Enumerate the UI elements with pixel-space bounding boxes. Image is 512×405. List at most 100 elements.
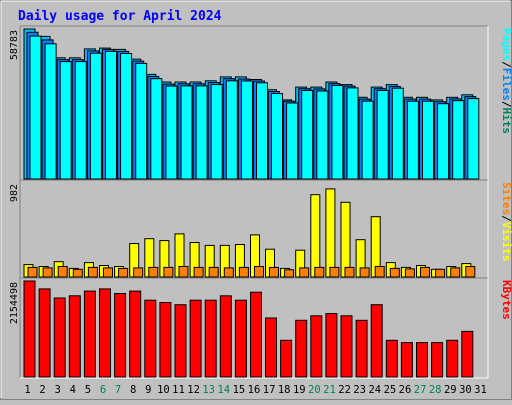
legend-kbytes: KBytes [500,280,512,320]
x-label-day-27: 27 [414,384,427,396]
x-label-day-11: 11 [172,384,185,396]
series-sites [27,266,476,278]
x-label-day-19: 19 [293,384,306,396]
pages-bar-day-10 [165,85,178,180]
x-label-day-7: 7 [115,384,121,396]
sites-bar-day-27 [420,266,430,278]
sites-bar-day-22 [344,266,355,278]
kbytes-bar-day-9 [144,299,157,378]
pages-bar-day-5 [89,52,102,180]
kbytes-bar-day-8 [129,290,142,378]
x-label-day-25: 25 [384,384,397,396]
x-label-day-5: 5 [85,384,91,396]
pages-bar-day-3 [59,61,72,180]
visits-bar-day-21 [325,188,336,278]
sites-bar-day-20 [314,266,325,278]
kbytes-bar-day-26 [400,342,413,378]
sites-bar-day-23 [359,267,370,278]
pages-bar-day-29 [452,100,465,180]
kbytes-bar-day-3 [53,297,66,378]
x-label-day-29: 29 [444,384,457,396]
kbytes-bar-day-19 [295,319,308,378]
pages-bar-day-30 [467,98,480,180]
pages-bar-day-26 [406,100,419,180]
kbytes-bar-day-29 [446,339,459,378]
sites-bar-day-18 [284,269,295,278]
sites-bar-day-19 [299,267,310,278]
kbytes-bar-day-16 [250,291,262,378]
sites-bar-day-12 [193,266,204,278]
kbytes-bar-day-2 [38,288,51,378]
pages-bar-day-15 [240,80,253,180]
sites-bar-day-10 [163,266,174,278]
sites-bar-day-21 [329,266,340,278]
x-label-day-12: 12 [187,384,200,396]
x-label-day-26: 26 [399,384,412,396]
pages-bar-day-14 [225,80,238,180]
sites-bar-day-6 [103,267,113,278]
kbytes-bar-day-21 [325,313,338,378]
sites-bar-day-13 [208,266,219,278]
sites-bar-day-29 [450,267,461,278]
x-label-day-24: 24 [368,384,381,396]
pages-bar-day-22 [346,87,359,180]
kbytes-bar-day-15 [234,299,247,378]
x-label-day-18: 18 [278,384,291,396]
pages-bar-day-12 [195,85,208,180]
chart-title: Daily usage for April 2024 [18,9,222,24]
x-label-day-22: 22 [338,384,351,396]
x-label-day-14: 14 [217,384,230,396]
visits-bar-day-20 [310,194,321,278]
pages-bar-day-28 [437,103,450,180]
kbytes-bar-day-6 [99,288,111,378]
x-label-day-30: 30 [459,384,472,396]
pages-bar-day-9 [150,78,163,180]
kbytes-panel: 2154498 KBytes [9,277,512,379]
pages-bar-day-7 [120,53,133,180]
sites-bar-day-28 [435,268,446,278]
sites-bar-day-16 [254,266,264,278]
sites-bar-day-17 [269,266,279,278]
pages-bar-day-2 [44,43,57,180]
legend-sites: Sites [500,182,512,215]
kbytes-bar-day-10 [159,302,172,378]
legend-separator: / [500,101,512,108]
kbytes-panel-max-label: 2154498 [9,282,20,324]
kbytes-bar-day-30 [461,330,474,378]
kbytes-panel-legend: KBytes [500,280,512,320]
kbytes-bar-day-24 [370,304,383,378]
x-label-day-4: 4 [70,384,76,396]
x-label-day-23: 23 [353,384,366,396]
kbytes-bar-day-1 [23,280,36,378]
kbytes-bar-day-17 [265,317,277,378]
sites-bar-day-2 [42,267,53,278]
pages-bar-day-16 [256,82,268,180]
sites-bar-day-7 [118,267,129,278]
x-label-day-8: 8 [130,384,136,396]
sites-bar-day-5 [87,266,98,278]
x-label-day-21: 21 [323,384,336,396]
pages-bar-day-13 [210,84,223,180]
kbytes-bar-day-20 [310,315,323,378]
visits-sites-panel-legend-text: Sites/Visits [500,182,512,262]
kbytes-bar-day-11 [174,304,187,378]
pages-bar-day-18 [286,102,299,180]
x-axis-labels: 1 2 3 4 5 6 7 8 9 10 11 12 13 14 15 16 17 18 19 20 21 22 23 24 2… [24,384,486,396]
kbytes-bar-day-25 [385,339,398,378]
x-label-day-31: 31 [474,384,487,396]
visits-sites-panel-legend: Sites/Visits [500,182,512,262]
x-label-day-28: 28 [429,384,442,396]
hits-files-pages-panel-legend-text: Pages/Files/Hits [500,28,512,134]
pages-bar-day-19 [301,90,314,180]
x-label-day-15: 15 [233,384,246,396]
sites-bar-day-9 [148,266,159,278]
x-label-day-6: 6 [100,384,106,396]
pages-bar-day-6 [105,50,117,180]
pages-bar-day-8 [135,62,148,180]
legend-pages: Pages [500,28,512,61]
pages-bar-day-17 [271,93,283,180]
sites-bar-day-15 [238,266,249,278]
x-label-day-9: 9 [145,384,151,396]
